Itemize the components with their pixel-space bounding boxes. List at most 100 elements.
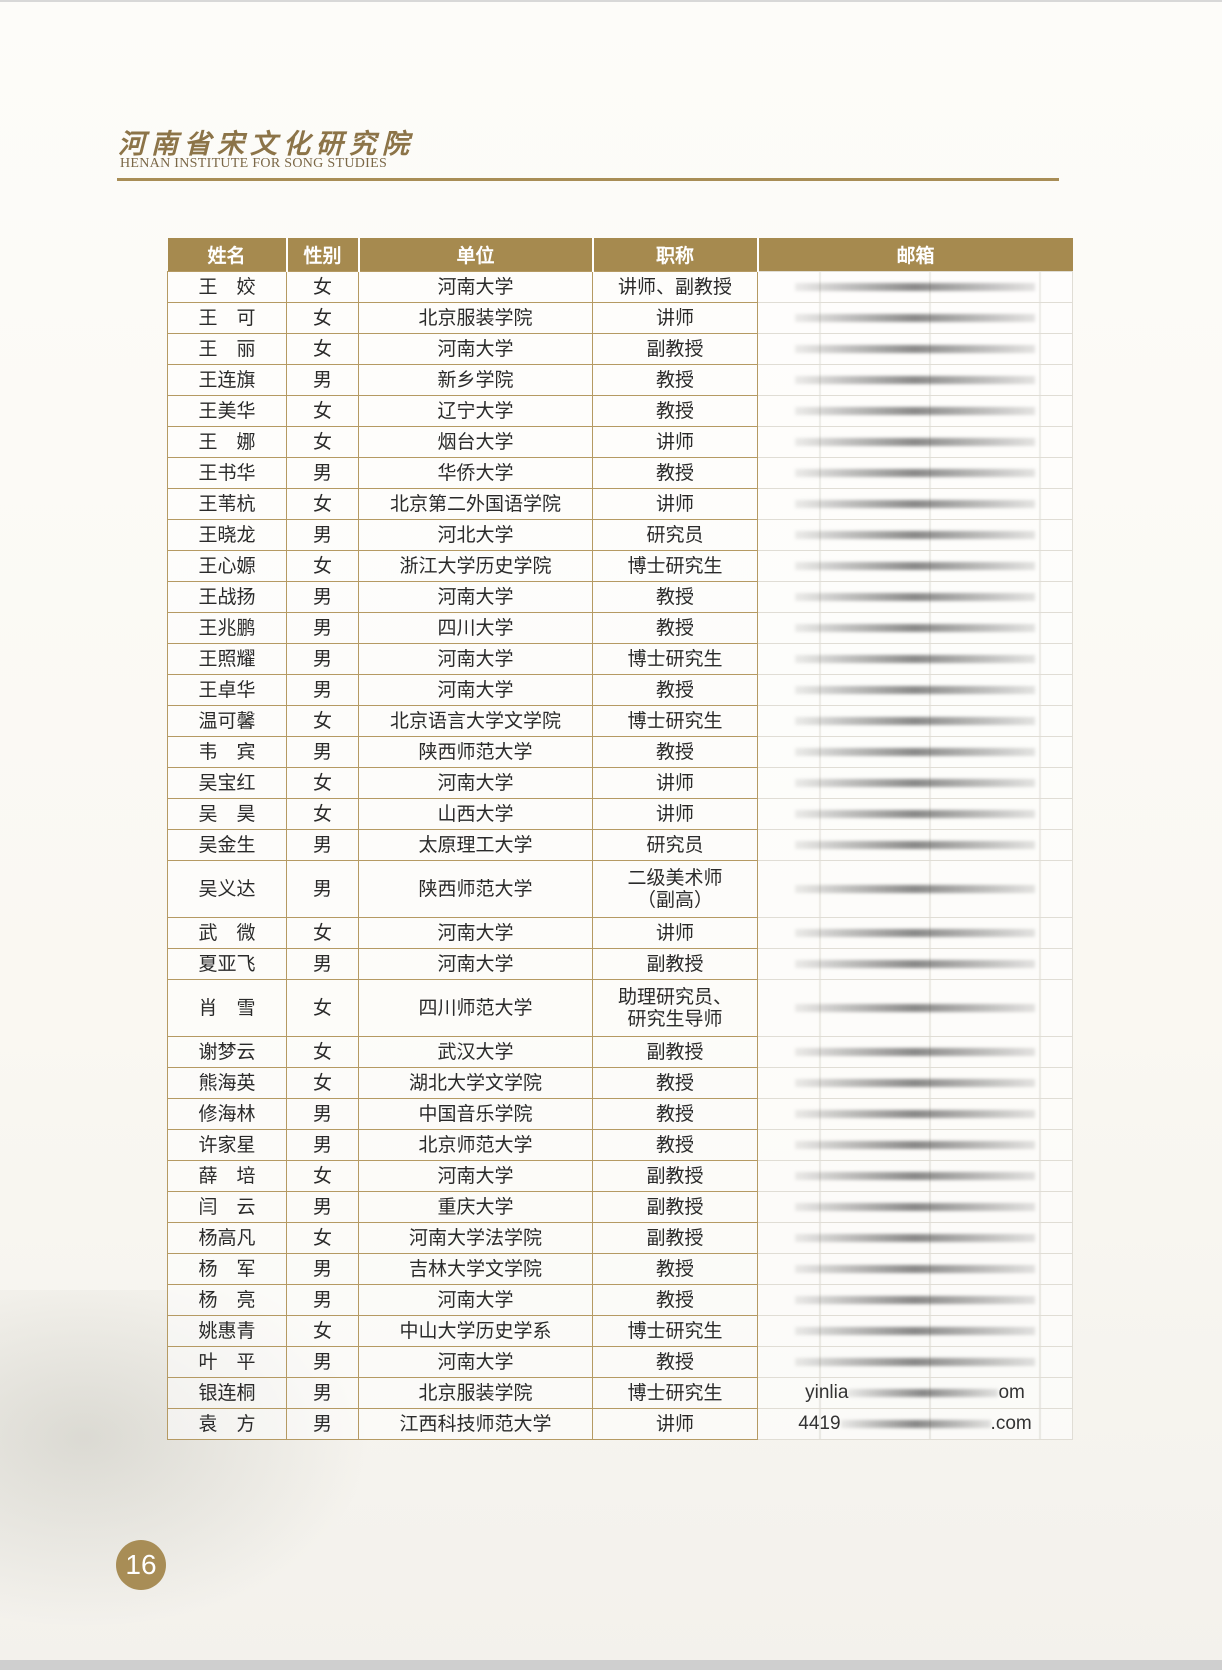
- cell-name: 武 微: [167, 917, 287, 949]
- name-text: 王心嫄: [198, 555, 256, 577]
- cell-name: 王 娜: [167, 426, 287, 458]
- unit-text: 河南大学: [437, 679, 514, 701]
- unit-text: 吉林大学文学院: [408, 1258, 542, 1280]
- gender-text: 女: [312, 400, 332, 422]
- gender-text: 男: [312, 462, 332, 484]
- cell-name: 银连桐: [167, 1377, 287, 1409]
- cell-gender: 男: [286, 1129, 359, 1161]
- title-text: 教授: [655, 586, 694, 608]
- cell-name: 王 丽: [167, 333, 287, 365]
- redacted-blur: [795, 1233, 1035, 1242]
- cell-gender: 女: [286, 979, 359, 1037]
- name-text: 夏亚飞: [198, 953, 256, 975]
- gender-text: 女: [312, 1227, 332, 1249]
- cell-name: 许家星: [167, 1129, 287, 1161]
- cell-email: [757, 1253, 1073, 1285]
- redacted-blur: [795, 778, 1035, 787]
- table-header: 姓名 性别 单位 职称 邮箱: [167, 238, 1073, 272]
- cell-gender: 女: [286, 1160, 359, 1192]
- cell-name: 杨高凡: [167, 1222, 287, 1254]
- gender-text: 女: [312, 276, 332, 298]
- redacted-blur: [795, 1295, 1035, 1304]
- cell-unit: 北京服装学院: [358, 1377, 593, 1409]
- cell-unit: 中国音乐学院: [358, 1098, 593, 1130]
- top-edge: [0, 0, 1222, 2]
- unit-text: 河南大学: [437, 772, 514, 794]
- redacted-blur: [795, 623, 1035, 632]
- institute-logo-cn: 河南省宋文化研究院: [118, 129, 415, 160]
- title-text: 教授: [655, 617, 694, 639]
- redacted-blur: [795, 282, 1035, 291]
- cell-name: 王 可: [167, 302, 287, 334]
- table-row: 王心嫄 女 浙江大学历史学院 博士研究生: [167, 550, 1073, 582]
- cell-email: [757, 426, 1073, 458]
- gender-text: 男: [312, 369, 332, 391]
- cell-title: 副教授: [592, 333, 758, 365]
- cell-email: [757, 1160, 1073, 1192]
- name-text: 王卓华: [198, 679, 256, 701]
- page-number: 16: [116, 1540, 166, 1590]
- cell-unit: 河南大学: [358, 767, 593, 799]
- redacted-blur: [795, 1109, 1035, 1118]
- redacted-blur: [795, 313, 1035, 322]
- email-text-end: .com: [990, 1413, 1032, 1434]
- table-row: 修海林 男 中国音乐学院 教授: [167, 1098, 1073, 1130]
- cell-title: 教授: [592, 736, 758, 768]
- cell-email: [757, 1284, 1073, 1316]
- title-text: 博士研究生: [627, 1382, 723, 1404]
- unit-text: 河南大学: [437, 922, 514, 944]
- cell-email: [757, 1067, 1073, 1099]
- cell-email: [757, 1315, 1073, 1347]
- unit-text: 河南大学: [437, 1351, 514, 1373]
- cell-unit: 河南大学: [358, 917, 593, 949]
- cell-title: 博士研究生: [592, 1377, 758, 1409]
- name-text: 王 娜: [198, 431, 256, 453]
- table-row: 武 微 女 河南大学 讲师: [167, 917, 1073, 949]
- cell-unit: 北京师范大学: [358, 1129, 593, 1161]
- title-text: 副教授: [646, 1227, 704, 1249]
- title-text: 讲师: [655, 1413, 694, 1435]
- unit-text: 河南大学: [437, 338, 514, 360]
- name-text: 韦 宾: [198, 741, 256, 763]
- gender-text: 男: [312, 1351, 332, 1373]
- gender-text: 女: [312, 997, 332, 1019]
- unit-text: 浙江大学历史学院: [399, 555, 552, 577]
- table-row: 夏亚飞 男 河南大学 副教授: [167, 948, 1073, 980]
- name-text: 吴金生: [198, 834, 256, 856]
- table-row: 袁 方 男 江西科技师范大学 讲师 4419 .com: [167, 1408, 1073, 1440]
- cell-unit: 北京服装学院: [358, 302, 593, 334]
- gender-text: 女: [312, 922, 332, 944]
- title-text: 二级美术师: [627, 867, 723, 889]
- cell-name: 修海林: [167, 1098, 287, 1130]
- gender-text: 男: [312, 524, 332, 546]
- gender-text: 男: [312, 953, 332, 975]
- table-row: 王 可 女 北京服装学院 讲师: [167, 302, 1073, 334]
- unit-text: 北京师范大学: [418, 1134, 533, 1156]
- cell-name: 王兆鹏: [167, 612, 287, 644]
- title-text: 副教授: [646, 1196, 704, 1218]
- cell-gender: 男: [286, 612, 359, 644]
- cell-name: 王书华: [167, 457, 287, 489]
- unit-text: 河南大学法学院: [408, 1227, 542, 1249]
- redacted-blur: [840, 1419, 991, 1428]
- cell-unit: 河北大学: [358, 519, 593, 551]
- cell-title: 教授: [592, 674, 758, 706]
- cell-gender: 男: [286, 581, 359, 613]
- name-text: 杨 军: [198, 1258, 256, 1280]
- cell-gender: 女: [286, 1222, 359, 1254]
- table-row: 杨 军 男 吉林大学文学院 教授: [167, 1253, 1073, 1285]
- name-text: 王兆鹏: [198, 617, 256, 639]
- title-text: 副教授: [646, 1041, 704, 1063]
- cell-unit: 重庆大学: [358, 1191, 593, 1223]
- cell-title: 助理研究员、 研究生导师: [592, 979, 758, 1037]
- name-text: 王连旗: [198, 369, 256, 391]
- name-text: 武 微: [198, 922, 256, 944]
- table-row: 王 姣 女 河南大学 讲师、副教授: [167, 271, 1073, 303]
- cell-email: [757, 333, 1073, 365]
- cell-title: 讲师、副教授: [592, 271, 758, 303]
- name-text: 熊海英: [198, 1072, 256, 1094]
- column-header: 单位: [357, 238, 594, 272]
- title-text: 教授: [655, 1134, 694, 1156]
- name-text: 袁 方: [198, 1413, 256, 1435]
- cell-title: 博士研究生: [592, 550, 758, 582]
